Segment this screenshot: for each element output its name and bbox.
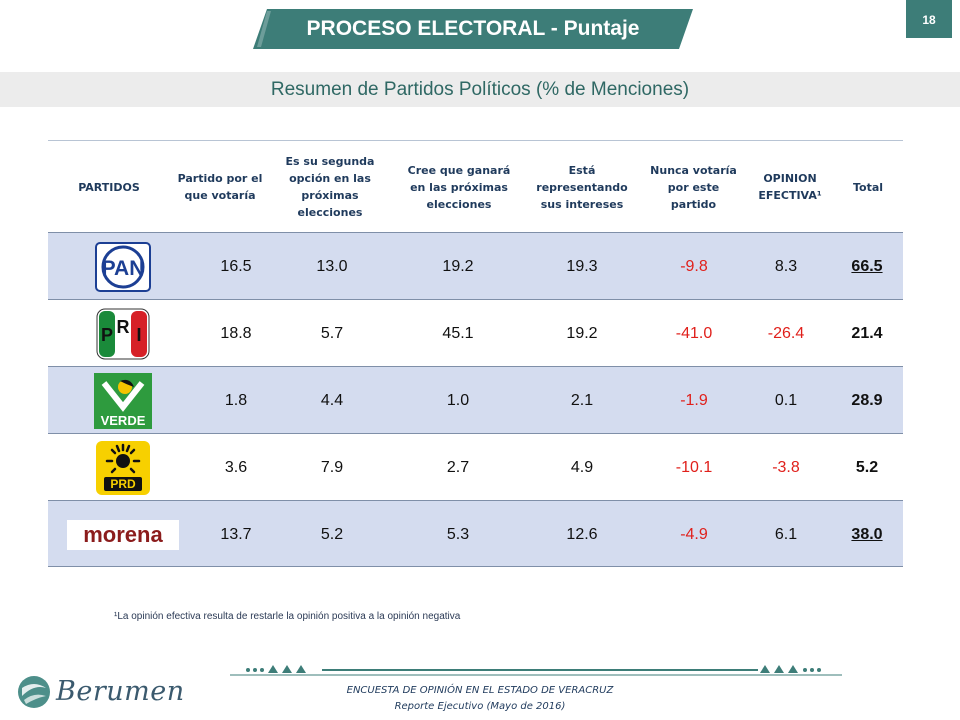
- svg-text:P: P: [101, 325, 113, 345]
- cell-nunca-votaria: -41.0: [675, 324, 713, 342]
- cell-nunca-votaria: -9.8: [680, 257, 708, 275]
- cell-ganara: 45.1: [442, 324, 474, 342]
- svg-text:I: I: [136, 325, 141, 345]
- pri-logo: P R I: [48, 300, 198, 367]
- brand-name: Berumen: [56, 676, 185, 707]
- title-banner: PROCESO ELECTORAL - Puntaje: [253, 9, 693, 49]
- table-row: PRD 3.6 7.9 2.7 4.9 -10.1 -3.8 5.2: [48, 433, 903, 500]
- column-header-representando: Está representando sus intereses: [536, 163, 628, 211]
- table-row: morena 13.7 5.2 5.3 12.6 -4.9 6.1 38.0: [48, 500, 903, 567]
- cell-votaria: 13.7: [220, 525, 252, 543]
- cell-opinion-efectiva: -3.8: [772, 458, 800, 476]
- table-header-row: PARTIDOS Partido por el que votaría Es s…: [48, 140, 903, 232]
- cell-votaria: 1.8: [224, 391, 248, 409]
- column-header-ganara: Cree que ganará en las próximas eleccion…: [407, 163, 511, 211]
- cell-representando: 2.1: [570, 391, 594, 409]
- cell-votaria: 16.5: [220, 257, 252, 275]
- cell-ganara: 1.0: [446, 391, 470, 409]
- cell-total: 28.9: [851, 391, 883, 409]
- column-header-opinion-efectiva: OPINION EFECTIVA¹: [758, 172, 822, 202]
- cell-ganara: 5.3: [446, 525, 470, 543]
- footnote: ¹La opinión efectiva resulta de restarle…: [114, 611, 461, 622]
- cell-total: 21.4: [851, 324, 883, 342]
- cell-segunda-opcion: 5.7: [320, 324, 344, 342]
- table-row: PAN 16.5 13.0 19.2 19.3 -9.8 8.3 66.5: [48, 232, 903, 299]
- svg-text:R: R: [117, 317, 130, 337]
- cell-nunca-votaria: -1.9: [680, 391, 708, 409]
- column-header-nunca-votaria: Nunca votaría por este partido: [650, 163, 737, 211]
- section-subtitle: Resumen de Partidos Políticos (% de Menc…: [270, 79, 690, 100]
- cell-votaria: 3.6: [224, 458, 248, 476]
- subtitle-band: Resumen de Partidos Políticos (% de Menc…: [0, 72, 960, 107]
- cell-segunda-opcion: 13.0: [316, 257, 348, 275]
- cell-representando: 4.9: [570, 458, 594, 476]
- page-number: 18: [906, 0, 952, 38]
- cell-opinion-efectiva: -26.4: [767, 324, 805, 342]
- cell-representando: 12.6: [566, 525, 598, 543]
- svg-text:PAN: PAN: [102, 257, 145, 280]
- cell-total: 66.5: [851, 257, 883, 275]
- cell-opinion-efectiva: 8.3: [774, 257, 798, 275]
- table-row: VERDE 1.8 4.4 1.0 2.1 -1.9 0.1 28.9: [48, 366, 903, 433]
- results-table: PARTIDOS Partido por el que votaría Es s…: [48, 140, 903, 567]
- cell-nunca-votaria: -4.9: [680, 525, 708, 543]
- column-header-segunda-opcion: Es su segunda opción en las próximas ele…: [285, 155, 375, 219]
- column-header-votaria: Partido por el que votaría: [177, 172, 263, 202]
- column-header-total: Total: [852, 180, 884, 194]
- cell-opinion-efectiva: 0.1: [774, 391, 798, 409]
- cell-segunda-opcion: 4.4: [320, 391, 344, 409]
- berumen-logo-icon: [18, 676, 50, 708]
- pan-logo: PAN: [48, 233, 198, 300]
- cell-segunda-opcion: 5.2: [320, 525, 344, 543]
- cell-ganara: 19.2: [442, 257, 474, 275]
- footer-divider: [230, 665, 842, 676]
- svg-text:VERDE: VERDE: [101, 413, 146, 428]
- footer-survey-title: ENCUESTA DE OPINIÓN EN EL ESTADO DE VERA…: [346, 685, 614, 696]
- prd-logo: PRD: [48, 434, 198, 501]
- verde-logo: VERDE: [48, 367, 198, 434]
- cell-ganara: 2.7: [446, 458, 470, 476]
- cell-total: 38.0: [851, 525, 883, 543]
- cell-votaria: 18.8: [220, 324, 252, 342]
- cell-nunca-votaria: -10.1: [675, 458, 713, 476]
- cell-segunda-opcion: 7.9: [320, 458, 344, 476]
- svg-text:PRD: PRD: [110, 477, 136, 491]
- page-title: PROCESO ELECTORAL - Puntaje: [306, 17, 640, 40]
- column-header-partidos: PARTIDOS: [78, 180, 140, 194]
- table-row: P R I 18.8 5.7 45.1 19.2 -41.0 -26.4 21.…: [48, 299, 903, 366]
- footer-report-date: Reporte Ejecutivo (Mayo de 2016): [394, 701, 566, 712]
- svg-text:morena: morena: [83, 522, 163, 547]
- cell-representando: 19.3: [566, 257, 598, 275]
- cell-opinion-efectiva: 6.1: [774, 525, 798, 543]
- cell-total: 5.2: [855, 458, 879, 476]
- cell-representando: 19.2: [566, 324, 598, 342]
- morena-logo: morena: [48, 501, 198, 568]
